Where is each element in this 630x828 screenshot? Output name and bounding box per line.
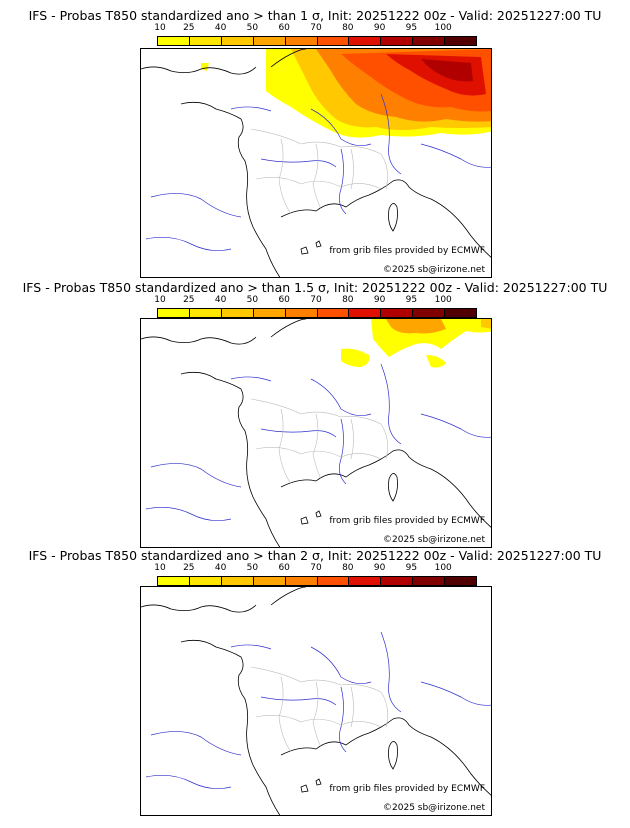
colorbar-swatch: [445, 577, 477, 585]
colorbar-swatch: [413, 577, 446, 585]
source-credit: from grib files provided by ECMWF: [329, 246, 485, 256]
colorbar-swatch: [221, 37, 254, 45]
colorbar: [157, 36, 477, 46]
colorbar-tick-label: 100: [434, 563, 452, 573]
colorbar-tick-label: 25: [183, 563, 195, 573]
colorbar-swatch: [158, 577, 190, 585]
colorbar-swatch: [253, 309, 286, 317]
colorbar-tick-label: 80: [342, 23, 354, 33]
rivers: [145, 631, 491, 789]
panel-title: IFS - Probas T850 standardized ano > tha…: [28, 8, 602, 23]
map-canvas: [141, 587, 491, 815]
colorbar-swatch: [317, 37, 350, 45]
colorbar-tick-label: 50: [246, 23, 259, 33]
source-credit: from grib files provided by ECMWF: [329, 784, 485, 794]
colorbar-swatch: [158, 309, 190, 317]
colorbar-ticks: 10 25 40 50 60 70 80 90 95 100: [154, 23, 477, 35]
colorbar-tick-label: 10: [154, 23, 166, 33]
borders: [250, 128, 388, 215]
colorbar-tick-label: 95: [405, 563, 418, 573]
coastlines: [141, 587, 491, 815]
colorbar-tick-label: 95: [405, 295, 418, 305]
colorbar-swatch: [221, 309, 254, 317]
colorbar-ticks: 10 25 40 50 60 70 80 90 95 100: [154, 295, 477, 307]
coastlines: [141, 49, 491, 277]
colorbar: [157, 308, 477, 318]
colorbar-tick-label: 70: [310, 295, 322, 305]
colorbar-swatch: [253, 577, 286, 585]
colorbar-ticks: 10 25 40 50 60 70 80 90 95 100: [154, 563, 477, 575]
colorbar-swatch: [285, 37, 318, 45]
copyright-credit: ©2025 sb@irizone.net: [383, 535, 485, 545]
colorbar-swatch: [445, 309, 477, 317]
panel-title: IFS - Probas T850 standardized ano > tha…: [28, 548, 602, 563]
colorbar-swatch: [413, 37, 446, 45]
colorbar-tick-label: 90: [373, 23, 386, 33]
colorbar-tick-label: 80: [342, 295, 354, 305]
colorbar-swatch: [381, 37, 414, 45]
copyright-credit: ©2025 sb@irizone.net: [383, 803, 485, 813]
colorbar-tick-label: 90: [373, 563, 386, 573]
colorbar-tick-label: 25: [183, 23, 195, 33]
colorbar-swatch: [317, 577, 350, 585]
probability-field: [201, 49, 491, 138]
rivers: [145, 363, 491, 521]
colorbar-swatch: [253, 37, 286, 45]
colorbar-tick-label: 60: [278, 295, 290, 305]
map-panel-1-5-sigma: IFS - Probas T850 standardized ano > tha…: [0, 280, 630, 550]
colorbar-tick-label: 40: [214, 23, 227, 33]
probability-map: from grib files provided by ECMWF ©2025 …: [140, 48, 492, 278]
map-canvas: [141, 319, 491, 547]
colorbar-tick-label: 60: [278, 23, 290, 33]
colorbar-tick-label: 60: [278, 563, 290, 573]
colorbar-swatch: [285, 309, 318, 317]
colorbar-tick-label: 100: [434, 23, 452, 33]
source-credit: from grib files provided by ECMWF: [329, 516, 485, 526]
colorbar-tick-label: 70: [310, 23, 322, 33]
colorbar-tick-label: 25: [183, 295, 195, 305]
colorbar-swatch: [158, 37, 190, 45]
probability-map: from grib files provided by ECMWF ©2025 …: [140, 318, 492, 548]
borders: [250, 398, 388, 485]
colorbar-tick-label: 50: [246, 295, 259, 305]
colorbar-tick-label: 100: [434, 295, 452, 305]
colorbar-swatch: [349, 37, 382, 45]
rivers: [145, 93, 491, 251]
probability-field: [341, 319, 491, 368]
borders: [250, 666, 388, 753]
colorbar-swatch: [285, 577, 318, 585]
colorbar-swatch: [445, 37, 477, 45]
colorbar-tick-label: 10: [154, 563, 166, 573]
colorbar-swatch: [381, 309, 414, 317]
map-panel-1-sigma: IFS - Probas T850 standardized ano > tha…: [0, 8, 630, 278]
colorbar-tick-label: 95: [405, 23, 418, 33]
probability-map: from grib files provided by ECMWF ©2025 …: [140, 586, 492, 816]
map-panel-2-sigma: IFS - Probas T850 standardized ano > tha…: [0, 548, 630, 818]
colorbar-swatch: [413, 309, 446, 317]
colorbar-tick-label: 40: [214, 563, 227, 573]
colorbar-swatch: [317, 309, 350, 317]
panel-title: IFS - Probas T850 standardized ano > tha…: [22, 280, 608, 295]
colorbar: [157, 576, 477, 586]
copyright-credit: ©2025 sb@irizone.net: [383, 265, 485, 275]
colorbar-tick-label: 90: [373, 295, 386, 305]
colorbar-swatch: [381, 577, 414, 585]
map-canvas: [141, 49, 491, 277]
colorbar-tick-label: 10: [154, 295, 166, 305]
colorbar-swatch: [349, 577, 382, 585]
colorbar-tick-label: 70: [310, 563, 322, 573]
colorbar-tick-label: 40: [214, 295, 227, 305]
colorbar-tick-label: 50: [246, 563, 259, 573]
colorbar-swatch: [189, 577, 222, 585]
colorbar-swatch: [349, 309, 382, 317]
colorbar-swatch: [189, 37, 222, 45]
colorbar-swatch: [221, 577, 254, 585]
coastlines: [141, 319, 491, 547]
colorbar-swatch: [189, 309, 222, 317]
colorbar-tick-label: 80: [342, 563, 354, 573]
